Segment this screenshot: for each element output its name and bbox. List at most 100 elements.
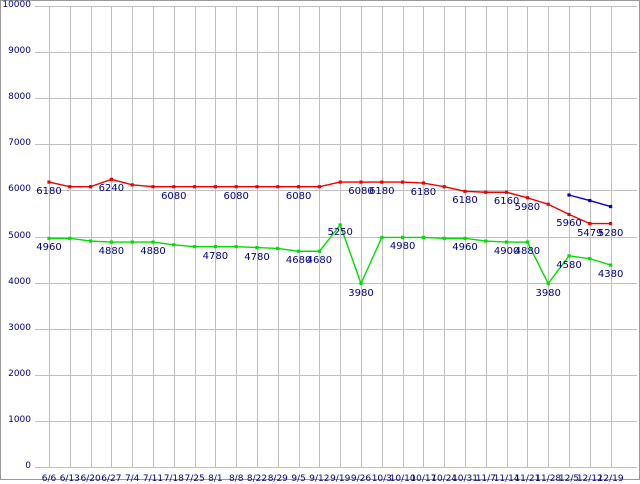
x-axis-tick-label: 7/11 bbox=[142, 474, 164, 484]
data-point-marker bbox=[317, 249, 321, 253]
x-axis-tick-label: 10/17 bbox=[410, 474, 437, 484]
data-value-label: 6080 bbox=[348, 186, 374, 198]
x-axis-tick-label: 11/21 bbox=[514, 474, 541, 484]
data-point-marker bbox=[525, 240, 529, 244]
data-value-label: 5960 bbox=[556, 218, 582, 230]
data-point-marker bbox=[89, 239, 93, 243]
data-value-label: 4960 bbox=[452, 242, 478, 254]
x-axis-tick-label: 8/22 bbox=[246, 474, 268, 484]
data-point-marker bbox=[68, 236, 72, 240]
y-axis-tick-label: 4000 bbox=[8, 276, 31, 287]
gridline-vertical bbox=[590, 6, 591, 467]
data-point-marker bbox=[109, 240, 113, 244]
y-axis-tick-label: 2000 bbox=[8, 368, 31, 379]
gridline-vertical bbox=[49, 6, 50, 467]
data-value-label: 4380 bbox=[597, 269, 624, 281]
gridline-vertical bbox=[611, 6, 612, 467]
data-value-label: 5280 bbox=[597, 227, 624, 239]
series-lines bbox=[47, 177, 613, 286]
data-value-label: 5250 bbox=[327, 226, 353, 238]
data-point-marker bbox=[401, 180, 405, 184]
x-axis-tick-label: 6/27 bbox=[101, 474, 122, 484]
data-point-marker bbox=[297, 185, 301, 189]
data-value-label: 6240 bbox=[98, 183, 125, 195]
data-point-marker bbox=[213, 185, 217, 189]
data-point-marker bbox=[463, 189, 467, 193]
x-axis-tick-label: 12/19 bbox=[597, 474, 624, 484]
data-value-label: 4680 bbox=[306, 255, 333, 267]
x-axis-tick-label: 10/10 bbox=[389, 474, 416, 484]
x-axis-tick-label: 12/5 bbox=[558, 474, 580, 484]
data-point-marker bbox=[47, 236, 51, 240]
gridline-vertical bbox=[507, 6, 508, 467]
x-axis-tick-label: 6/6 bbox=[41, 474, 57, 484]
x-axis-tick-label: 6/13 bbox=[59, 474, 80, 484]
data-value-label: 6160 bbox=[493, 196, 520, 208]
data-point-marker bbox=[276, 185, 280, 189]
data-point-marker bbox=[338, 223, 342, 227]
x-axis-tick-label: 9/26 bbox=[350, 474, 372, 484]
data-value-label: 4780 bbox=[244, 251, 270, 263]
data-value-label: 4780 bbox=[202, 250, 229, 262]
series-line-red-series bbox=[48, 178, 611, 225]
plot-area: 6180 6240 6080 6080 6080 6080 6180 6180 6180 6160… bbox=[35, 6, 637, 484]
data-value-label: 3980 bbox=[535, 287, 561, 299]
gridline-horizontal bbox=[35, 237, 637, 238]
data-value-label: 4680 bbox=[285, 255, 312, 267]
gridline-vertical bbox=[70, 6, 71, 467]
x-axis-tick-label: 11/28 bbox=[535, 474, 562, 484]
y-axis-tick-label: 6000 bbox=[8, 184, 31, 195]
gridline-horizontal bbox=[35, 144, 637, 145]
gridline-horizontal bbox=[35, 98, 637, 99]
x-axis-tick-label: 10/3 bbox=[371, 474, 392, 484]
gridline-vertical bbox=[465, 6, 466, 467]
data-point-marker bbox=[463, 236, 467, 240]
data-point-marker bbox=[442, 236, 446, 240]
y-axis-tick-label: 0 bbox=[25, 461, 31, 471]
data-point-marker bbox=[421, 181, 425, 185]
gridline-vertical bbox=[236, 6, 237, 467]
data-point-marker bbox=[234, 185, 238, 189]
gridline-vertical bbox=[132, 6, 133, 467]
x-axis-tick-label: 10/24 bbox=[431, 474, 458, 484]
gridline-vertical bbox=[444, 6, 445, 467]
data-point-marker bbox=[567, 193, 571, 197]
data-point-marker bbox=[609, 221, 613, 226]
data-point-marker bbox=[255, 185, 259, 189]
data-point-marker bbox=[609, 263, 613, 267]
data-value-label: 6080 bbox=[223, 190, 249, 202]
data-value-label: 5479 bbox=[577, 227, 603, 239]
x-axis-tick-label: 8/29 bbox=[267, 474, 288, 484]
y-axis-tick-label: 3000 bbox=[8, 322, 31, 333]
data-point-marker bbox=[401, 235, 405, 240]
data-point-marker bbox=[130, 183, 134, 187]
data-point-marker bbox=[505, 190, 509, 194]
x-axis-tick-label: 9/19 bbox=[330, 474, 351, 484]
gridline-horizontal bbox=[35, 52, 637, 53]
data-point-marker bbox=[109, 177, 113, 181]
x-axis-tick-label: 7/25 bbox=[184, 474, 205, 484]
data-point-marker bbox=[588, 221, 592, 226]
y-axis-tick-label: 9000 bbox=[8, 46, 31, 57]
data-point-marker bbox=[484, 239, 488, 243]
data-point-marker bbox=[151, 185, 155, 189]
gridline-horizontal bbox=[35, 467, 637, 468]
gridline-horizontal bbox=[35, 6, 637, 7]
x-axis-tick-label: 10/31 bbox=[452, 474, 478, 484]
gridline-vertical bbox=[91, 6, 92, 467]
data-point-marker bbox=[567, 212, 571, 217]
data-point-marker bbox=[567, 254, 571, 258]
data-value-label: 6180 bbox=[369, 186, 395, 198]
data-point-marker bbox=[68, 185, 72, 189]
y-axis-tick-label: 10000 bbox=[2, 0, 31, 10]
data-point-marker bbox=[297, 249, 301, 253]
gridline-horizontal bbox=[35, 421, 637, 422]
x-axis-tick-label: 8/1 bbox=[208, 474, 223, 484]
data-point-marker bbox=[89, 185, 93, 189]
data-point-marker bbox=[193, 245, 197, 249]
series-line-green-series bbox=[49, 223, 611, 286]
data-point-marker bbox=[276, 246, 280, 251]
data-point-marker bbox=[255, 245, 259, 250]
data-point-marker bbox=[380, 235, 384, 240]
